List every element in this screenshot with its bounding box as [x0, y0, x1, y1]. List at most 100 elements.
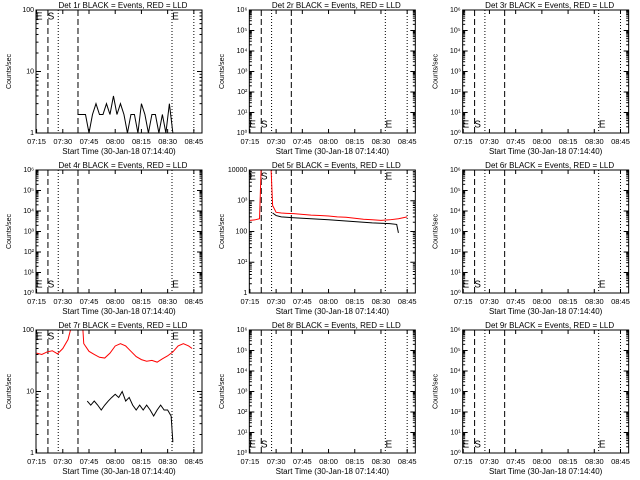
y-tick-label: 1 — [30, 130, 34, 137]
x-axis-label: Start Time (30-Jan-18 07:14:40) — [62, 467, 176, 476]
x-tick-label: 08:00 — [319, 457, 338, 466]
series-line — [86, 390, 174, 443]
x-tick-label: 07:45 — [293, 457, 312, 466]
event-label: E — [172, 332, 179, 343]
x-tick-label: 08:45 — [611, 457, 630, 466]
x-tick-label: 08:00 — [532, 457, 551, 466]
y-tick-label: 10⁴ — [237, 48, 248, 55]
y-tick-label: 10⁰ — [450, 289, 461, 297]
y-tick-label: 10⁶ — [450, 7, 461, 14]
y-tick-label: 10² — [451, 249, 462, 256]
y-tick-label: 10⁵ — [450, 27, 461, 34]
y-tick-label: 10³ — [237, 198, 248, 205]
x-tick-label: 07:45 — [293, 297, 312, 306]
event-label: E — [463, 280, 470, 291]
y-tick-label: 10² — [451, 409, 462, 416]
x-axis-label: Start Time (30-Jan-18 07:14:40) — [489, 147, 603, 156]
x-axis-label: Start Time (30-Jan-18 07:14:40) — [276, 147, 390, 156]
x-tick-label: 08:30 — [585, 297, 604, 306]
y-tick-label: 100 — [22, 327, 34, 334]
x-tick-label: 07:30 — [267, 297, 286, 306]
y-tick-label: 10⁰ — [450, 449, 461, 457]
y-tick-label: 10¹ — [237, 259, 248, 266]
y-tick-label: 10⁶ — [237, 7, 248, 14]
x-tick-label: 07:30 — [480, 137, 499, 146]
x-tick-label: 08:30 — [158, 457, 177, 466]
x-tick-label: 08:30 — [372, 457, 391, 466]
y-tick-label: 10⁵ — [450, 347, 461, 354]
y-tick-label: 10⁰ — [450, 129, 461, 137]
event-label: E — [36, 280, 43, 291]
x-tick-label: 08:00 — [319, 297, 338, 306]
x-tick-label: 08:30 — [372, 297, 391, 306]
chart-title: Det 1r BLACK = Events, RED = LLD — [59, 1, 188, 10]
event-label: S — [474, 120, 481, 131]
y-tick-label: 10⁴ — [450, 368, 461, 375]
event-label: S — [474, 280, 481, 291]
event-label: E — [463, 120, 470, 131]
y-tick-label: 10² — [237, 89, 248, 96]
panel: Det 1r BLACK = Events, RED = LLD Counts/s… — [6, 1, 203, 156]
x-tick-label: 07:15 — [27, 137, 46, 146]
x-tick-label: 08:15 — [559, 297, 578, 306]
series-line — [78, 95, 174, 133]
x-tick-label: 07:15 — [27, 457, 46, 466]
y-tick-label: 10³ — [451, 228, 462, 235]
panel: Det 2r BLACK = Events, RED = LLD Counts/s… — [219, 1, 416, 156]
x-tick-label: 08:45 — [184, 297, 203, 306]
x-tick-label: 07:45 — [506, 137, 525, 146]
x-tick-label: 08:30 — [158, 137, 177, 146]
y-axis-label: Counts/sec — [6, 213, 13, 249]
plot-frame — [35, 9, 203, 134]
x-tick-label: 08:15 — [345, 457, 364, 466]
x-tick-label: 07:15 — [241, 137, 260, 146]
series-line — [249, 170, 408, 221]
x-tick-label: 08:45 — [184, 137, 203, 146]
plot-frame — [462, 329, 630, 454]
y-axis-label: Counts/sec — [433, 53, 440, 89]
y-tick-label: 10⁰ — [237, 449, 248, 457]
y-tick-label: 10² — [237, 409, 248, 416]
event-label: S — [261, 120, 268, 131]
event-label: E — [463, 440, 470, 451]
x-tick-label: 08:15 — [345, 297, 364, 306]
x-tick-label: 08:00 — [319, 137, 338, 146]
event-label: E — [599, 280, 606, 291]
x-tick-label: 08:00 — [106, 457, 125, 466]
x-tick-label: 07:30 — [53, 457, 72, 466]
y-tick-label: 10¹ — [451, 429, 462, 436]
x-axis-label: Start Time (30-Jan-18 07:14:40) — [276, 467, 390, 476]
event-label: E — [36, 12, 43, 23]
x-tick-label: 08:00 — [532, 297, 551, 306]
x-tick-label: 08:45 — [184, 457, 203, 466]
plot-frame — [248, 9, 416, 134]
x-tick-label: 07:45 — [80, 137, 99, 146]
y-tick-label: 10⁶ — [23, 167, 34, 174]
x-tick-label: 08:00 — [106, 137, 125, 146]
y-tick-label: 10 — [26, 68, 34, 75]
panel: Det 5r BLACK = Events, RED = LLD Counts/s… — [219, 161, 416, 316]
x-tick-label: 07:45 — [506, 297, 525, 306]
y-tick-label: 10³ — [237, 388, 248, 395]
x-tick-label: 08:15 — [345, 137, 364, 146]
y-tick-label: 10⁶ — [450, 167, 461, 174]
event-label: E — [249, 172, 256, 183]
x-tick-label: 07:30 — [267, 137, 286, 146]
y-tick-label: 10¹ — [24, 269, 35, 276]
x-tick-label: 08:00 — [106, 297, 125, 306]
x-tick-label: 07:45 — [80, 457, 99, 466]
x-axis-label: Start Time (30-Jan-18 07:14:40) — [489, 467, 603, 476]
y-tick-label: 10⁰ — [237, 129, 248, 137]
chart-title: Det 7r BLACK = Events, RED = LLD — [59, 321, 188, 330]
x-axis-label: Start Time (30-Jan-18 07:14:40) — [276, 307, 390, 316]
event-label: E — [249, 440, 256, 451]
y-tick-label: 100 — [236, 228, 248, 235]
event-label: S — [261, 172, 268, 183]
event-label: E — [599, 440, 606, 451]
y-tick-label: 10⁶ — [450, 327, 461, 334]
y-axis-label: Counts/sec — [219, 53, 226, 89]
plot-area — [36, 330, 193, 443]
event-label: E — [36, 332, 43, 343]
x-tick-label: 08:30 — [585, 457, 604, 466]
